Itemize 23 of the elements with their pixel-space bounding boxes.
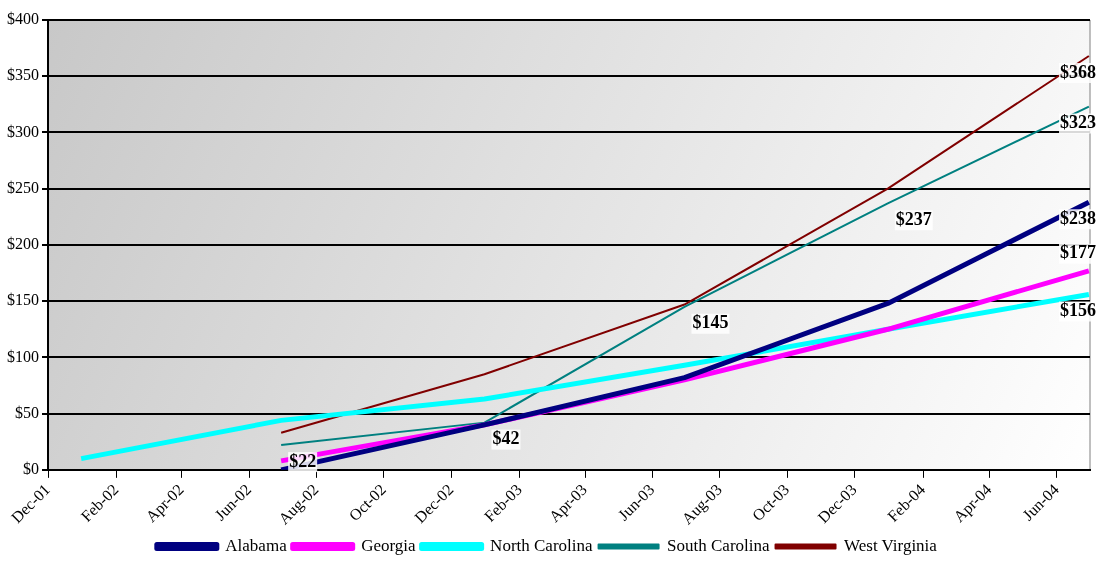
y-tick-label: $50 bbox=[15, 403, 39, 421]
legend-label: Alabama bbox=[225, 535, 288, 555]
data-label: $22 bbox=[289, 450, 317, 471]
data-label: $145 bbox=[692, 312, 729, 333]
legend-label: West Virginia bbox=[844, 535, 938, 555]
y-tick-label: $100 bbox=[7, 347, 39, 365]
data-label: $368 bbox=[1060, 61, 1096, 82]
y-tick-label: $300 bbox=[7, 122, 39, 140]
y-tick-label: $400 bbox=[7, 10, 39, 28]
legend-label: Georgia bbox=[361, 535, 417, 555]
data-label: $238 bbox=[1060, 207, 1096, 228]
legend-label: North Carolina bbox=[490, 535, 594, 555]
y-tick-label: $250 bbox=[7, 178, 39, 196]
data-label: $237 bbox=[895, 208, 932, 229]
data-label: $323 bbox=[1060, 112, 1096, 133]
y-tick-label: $150 bbox=[7, 291, 39, 309]
y-tick-label: $350 bbox=[7, 66, 39, 84]
data-label: $156 bbox=[1060, 300, 1096, 321]
data-label: $177 bbox=[1060, 242, 1096, 263]
y-tick-label: $200 bbox=[7, 235, 39, 253]
y-tick-label: $0 bbox=[23, 460, 39, 478]
data-label: $42 bbox=[492, 428, 520, 449]
legend-label: South Carolina bbox=[667, 535, 770, 555]
